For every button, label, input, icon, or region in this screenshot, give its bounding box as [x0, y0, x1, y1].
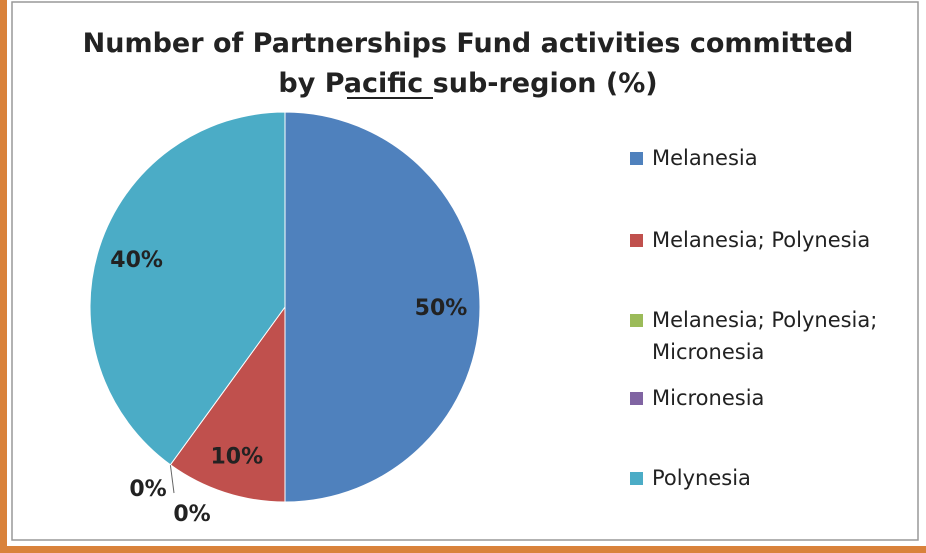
pie-slice: [284, 111, 481, 503]
legend-label: Melanesia: [652, 146, 758, 170]
legend-item: Melanesia: [630, 142, 890, 174]
legend-swatch: [630, 152, 643, 165]
legend-label: Melanesia; Polynesia; Micronesia: [652, 308, 878, 364]
legend-swatch: [630, 472, 643, 485]
pie-slice: [169, 305, 286, 503]
legend-label: Polynesia: [652, 466, 751, 490]
legend-item: Micronesia: [630, 382, 890, 414]
data-label: 0%: [173, 502, 210, 527]
data-label: 50%: [415, 296, 468, 321]
page-edge: [0, 546, 926, 553]
data-label: 0%: [129, 477, 166, 502]
legend-label: Micronesia: [652, 386, 765, 410]
page-edge: [0, 0, 7, 553]
legend-item: Polynesia: [630, 462, 890, 494]
leader-line: [169, 464, 175, 494]
legend-swatch: [630, 392, 643, 405]
data-label: 10%: [210, 444, 263, 469]
legend-swatch: [630, 314, 643, 327]
legend-label: Melanesia; Polynesia: [652, 228, 871, 252]
pie-slice: [89, 111, 286, 466]
legend-item: Melanesia; Polynesia: [630, 224, 890, 256]
legend-item: Melanesia; Polynesia; Micronesia: [630, 304, 890, 368]
chart-title: by Pacific sub-region (%): [278, 68, 657, 99]
data-label: 40%: [110, 248, 163, 273]
legend-swatch: [630, 234, 643, 247]
chart-title: Number of Partnerships Fund activities c…: [83, 28, 854, 59]
